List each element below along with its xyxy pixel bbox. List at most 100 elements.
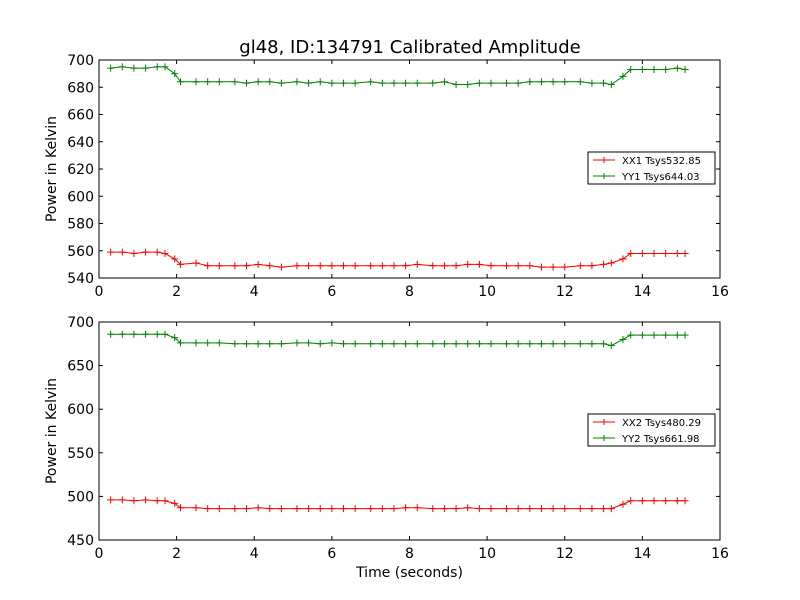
legend-item: YY1 Tsys644.03 <box>593 172 700 183</box>
data-point <box>627 497 635 505</box>
data-point <box>638 497 646 505</box>
data-point <box>130 249 138 257</box>
data-point <box>118 330 126 338</box>
data-point <box>254 504 262 512</box>
data-point <box>662 497 670 505</box>
data-point <box>204 505 212 513</box>
data-point <box>514 505 522 513</box>
data-point <box>231 340 239 348</box>
data-point <box>487 505 495 513</box>
data-point <box>378 79 386 87</box>
data-point <box>328 339 336 347</box>
y-tick-label: 700 <box>67 315 94 331</box>
data-point <box>464 340 472 348</box>
data-point <box>367 78 375 86</box>
data-point <box>293 262 301 270</box>
data-point <box>215 505 223 513</box>
data-point <box>192 339 200 347</box>
x-tick-label: 16 <box>711 546 729 562</box>
data-point <box>638 249 646 257</box>
y-tick-label: 580 <box>67 217 94 233</box>
legend: XX2 Tsys480.29 YY2 Tsys661.98 <box>587 413 716 447</box>
data-point <box>650 66 658 74</box>
data-point <box>277 340 285 348</box>
data-point <box>130 497 138 505</box>
data-point <box>340 340 348 348</box>
data-point <box>118 248 126 256</box>
y-tick-label: 500 <box>67 489 94 505</box>
x-tick-label: 12 <box>556 284 574 300</box>
data-point <box>293 505 301 513</box>
data-point <box>107 330 115 338</box>
data-point <box>576 340 584 348</box>
data-point <box>192 259 200 267</box>
data-point <box>242 505 250 513</box>
legend-item: XX2 Tsys480.29 <box>593 418 701 429</box>
y-tick-label: 450 <box>67 533 94 549</box>
data-point <box>650 331 658 339</box>
data-point <box>638 66 646 74</box>
data-point <box>277 505 285 513</box>
data-point <box>452 81 460 89</box>
x-tick-label: 6 <box>327 284 336 300</box>
legend-item: XX1 Tsys532.85 <box>593 156 701 167</box>
data-point <box>537 78 545 86</box>
data-point <box>464 260 472 268</box>
data-point <box>402 79 410 87</box>
data-point <box>316 505 324 513</box>
data-point <box>464 504 472 512</box>
data-point <box>487 79 495 87</box>
data-point <box>503 262 511 270</box>
data-point <box>215 262 223 270</box>
data-point <box>340 79 348 87</box>
data-point <box>161 249 169 257</box>
data-point <box>242 262 250 270</box>
data-point <box>464 81 472 89</box>
x-tick-label: 8 <box>405 284 414 300</box>
data-point <box>266 262 274 270</box>
x-tick-label: 12 <box>556 546 574 562</box>
data-point <box>607 342 615 350</box>
data-point <box>161 330 169 338</box>
data-point <box>177 504 185 512</box>
data-point <box>662 66 670 74</box>
data-point <box>600 505 608 513</box>
data-point <box>588 79 596 87</box>
data-point <box>638 331 646 339</box>
data-point <box>161 63 169 71</box>
legend-label: YY2 Tsys661.98 <box>621 434 700 445</box>
data-point <box>526 505 534 513</box>
y-tick-label: 680 <box>67 80 94 96</box>
data-point <box>413 340 421 348</box>
data-point <box>142 496 150 504</box>
data-point <box>231 78 239 86</box>
data-point <box>576 262 584 270</box>
data-point <box>619 72 627 80</box>
data-point <box>390 262 398 270</box>
data-point <box>600 260 608 268</box>
subplot-1: 0 2 4 6 8 10 12 14 16 540 560 580 600 620 640 660 680 700… <box>44 53 729 300</box>
x-tick-label: 2 <box>172 284 181 300</box>
data-point <box>537 505 545 513</box>
data-point <box>153 330 161 338</box>
data-point <box>266 340 274 348</box>
data-point <box>549 505 557 513</box>
data-point <box>607 259 615 267</box>
data-point <box>204 262 212 270</box>
data-point <box>607 505 615 513</box>
data-point <box>475 505 483 513</box>
data-point <box>130 64 138 72</box>
data-point <box>316 262 324 270</box>
data-point <box>277 263 285 271</box>
data-point <box>142 330 150 338</box>
data-point <box>171 70 179 78</box>
x-tick-label: 2 <box>172 546 181 562</box>
data-point <box>429 79 437 87</box>
data-point <box>576 505 584 513</box>
y-tick-label: 640 <box>67 135 94 151</box>
data-point <box>231 505 239 513</box>
data-point <box>142 248 150 256</box>
data-point <box>475 79 483 87</box>
data-point <box>561 505 569 513</box>
data-point <box>402 504 410 512</box>
